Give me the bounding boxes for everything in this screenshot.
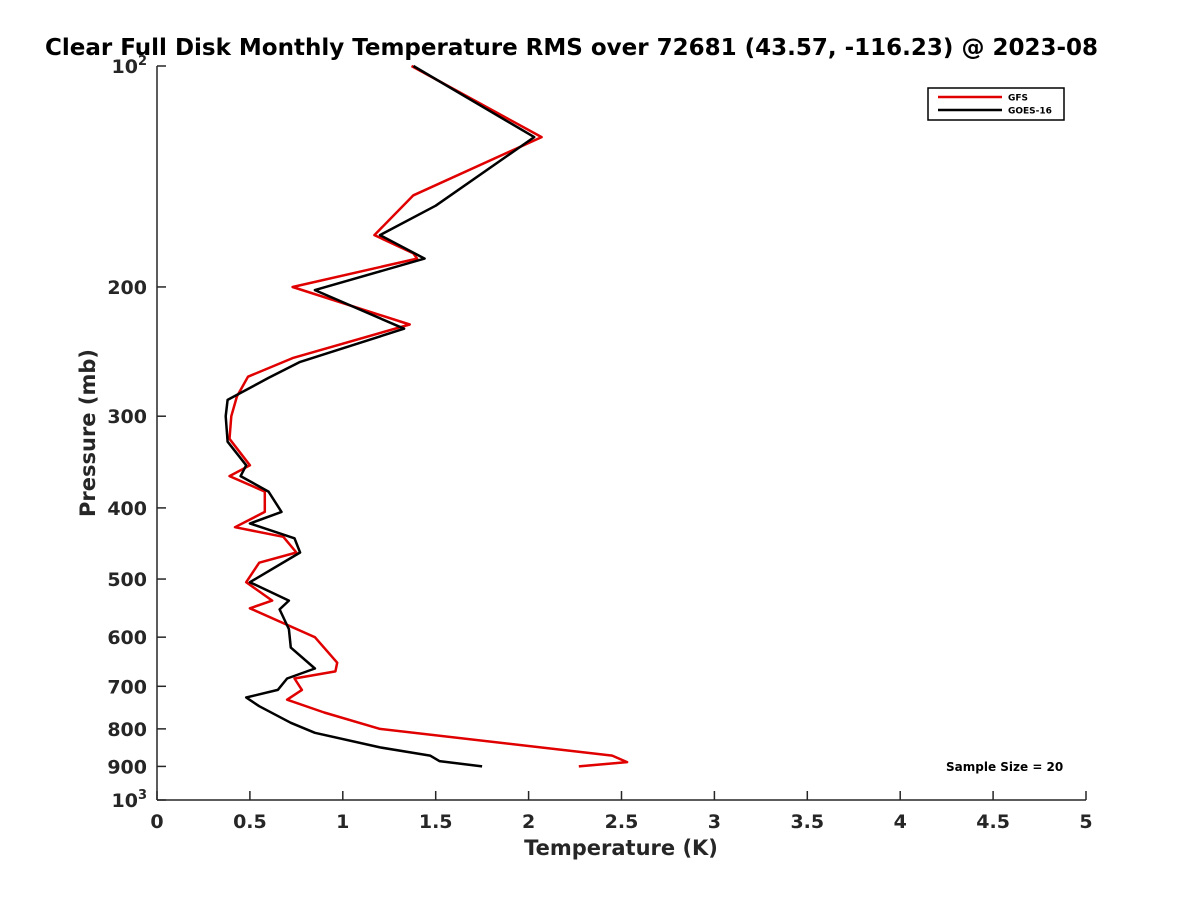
y-tick-label: 103	[112, 788, 148, 812]
y-tick-label: 400	[107, 498, 147, 520]
y-tick-label: 200	[107, 277, 147, 299]
x-tick-label: 3.5	[790, 811, 824, 833]
y-tick-label: 300	[107, 406, 147, 428]
axes	[156, 66, 1086, 801]
x-tick-label: 3	[708, 811, 721, 833]
legend: GFS GOES-16	[927, 87, 1065, 121]
x-ticks: 0 0.5 1 1.5 2 2.5 3 3.5 4 4.5 5	[150, 791, 1093, 833]
series-line-gfs	[228, 64, 629, 768]
y-tick-label: 800	[107, 719, 147, 741]
legend-label-goes16: GOES-16	[1008, 107, 1052, 117]
x-tick-label: 0	[150, 811, 163, 833]
y-axis-label: Pressure (mb)	[76, 349, 100, 517]
series-line-goes16	[224, 64, 536, 768]
x-tick-label: 2.5	[605, 811, 639, 833]
y-tick-label: 600	[107, 627, 147, 649]
y-tick-label: 700	[107, 676, 147, 698]
legend-label-gfs: GFS	[1008, 94, 1028, 104]
y-tick-label: 500	[107, 569, 147, 591]
y-tick-label: 900	[107, 756, 147, 778]
legend-box	[927, 87, 1065, 121]
x-tick-label: 2	[522, 811, 535, 833]
x-tick-label: 0.5	[233, 811, 267, 833]
x-tick-label: 5	[1079, 811, 1092, 833]
series-layer	[224, 64, 629, 768]
x-tick-label: 4.5	[976, 811, 1010, 833]
y-tick-label: 102	[112, 54, 148, 78]
x-tick-label: 4	[894, 811, 907, 833]
sample-size-annotation: Sample Size = 20	[946, 760, 1063, 774]
y-ticks: 102 200 300 400 500 600 700 800 900 103	[107, 54, 166, 812]
x-tick-label: 1.5	[419, 811, 453, 833]
x-tick-label: 1	[336, 811, 349, 833]
chart-title: Clear Full Disk Monthly Temperature RMS …	[45, 35, 1098, 61]
x-axis-label: Temperature (K)	[524, 836, 718, 860]
